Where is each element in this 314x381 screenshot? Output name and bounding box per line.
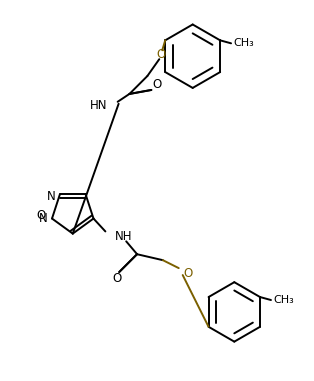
- Text: O: O: [37, 209, 46, 222]
- Text: NH: NH: [115, 230, 133, 243]
- Text: HN: HN: [90, 99, 108, 112]
- Text: O: O: [157, 48, 166, 61]
- Text: O: O: [152, 78, 162, 91]
- Text: CH₃: CH₃: [273, 295, 294, 305]
- Text: N: N: [47, 190, 56, 203]
- Text: O: O: [113, 272, 122, 285]
- Text: O: O: [184, 267, 193, 280]
- Text: N: N: [39, 212, 48, 225]
- Text: CH₃: CH₃: [233, 38, 254, 48]
